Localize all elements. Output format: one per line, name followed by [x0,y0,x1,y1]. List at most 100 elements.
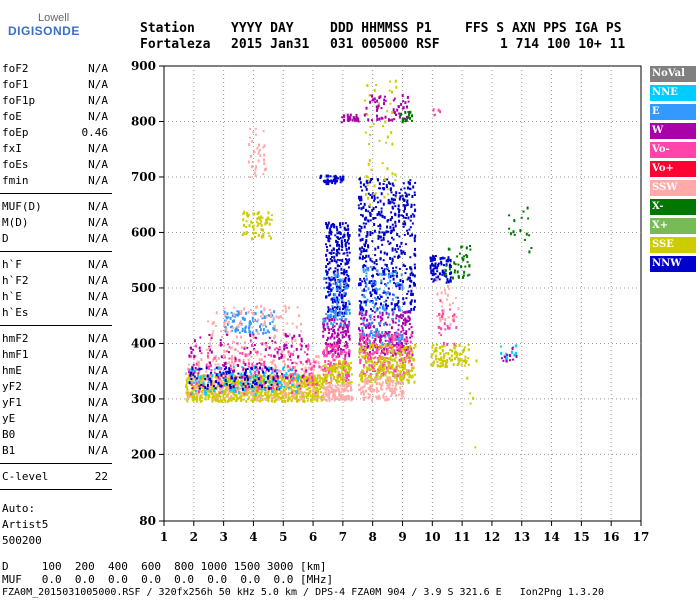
auto-scaling-info: Auto: [2,502,36,515]
echo-point-e [389,279,392,283]
echo-point-x [530,247,533,249]
echo-point-nne [263,372,266,376]
param-label: foE [2,110,22,123]
echo-point-sse [338,360,340,363]
echo-point-sse [252,394,255,398]
echo-point-sse [223,390,226,393]
echo-point-sse [374,379,377,383]
echo-point-sse [439,362,442,365]
echo-point-ssw [252,161,254,164]
echo-point-vo [273,348,276,351]
echo-point-sse [292,379,295,383]
echo-point-w [252,333,255,337]
echo-point-nnw [382,236,385,240]
legend-item-nne: NNE [650,85,696,101]
echo-point-sse [276,395,279,398]
echo-point-ssw [273,325,276,328]
echo-point-nnw [404,207,406,210]
echo-point-sse [333,378,336,380]
echo-point-e [392,311,395,315]
param-separator [0,489,112,490]
echo-point-w [324,317,327,321]
echo-point-vo [387,339,390,342]
echo-point-nnw [189,373,192,377]
echo-point-vo [331,355,334,359]
echo-point-nnw [251,385,254,388]
echo-point-e [365,272,368,275]
echo-point-ssw [212,330,215,333]
echo-point-w [396,349,399,352]
echo-point-x [448,267,451,271]
echo-point-ssw [244,341,246,345]
echo-point-w [356,118,359,122]
echo-point-nne [192,381,195,384]
echo-point-ssw [232,326,235,329]
echo-point-nne [252,390,255,392]
echo-point-ssw [334,394,337,398]
echo-point-nnw [217,381,220,385]
echo-point-nnw [358,207,361,210]
echo-point-sse [391,364,394,368]
echo-point-sse [296,387,299,391]
echo-point-sse [386,188,389,191]
echo-point-vo [299,343,302,346]
echo-point-nnw [410,271,413,275]
echo-point-vo [303,351,306,354]
echo-point-ssw [276,328,278,332]
echo-point-ssw [247,143,250,147]
echo-point-sse [268,234,271,237]
echo-point-sse [367,196,369,200]
echo-point-sse [315,390,318,393]
echo-point-nnw [406,186,409,190]
echo-point-vo [343,361,346,365]
echo-point-sse [247,398,250,401]
echo-point-nnw [358,300,361,303]
echo-point-ssw [394,385,397,389]
echo-point-sse [432,363,435,367]
echo-point-nnw [400,249,403,252]
echo-point-vo [313,364,316,368]
echo-point-w [331,343,333,347]
echo-point-nnw [411,195,414,198]
echo-point-ssw [272,359,275,363]
echo-point-w [237,363,239,367]
echo-point-sse [237,381,239,384]
echo-point-nnw [379,225,382,228]
echo-point-nne [191,392,194,395]
echo-point-sse [390,131,393,135]
echo-point-e [343,291,346,295]
echo-point-nnw [358,228,361,232]
echo-point-sse [308,386,311,389]
echo-point-sse [378,347,381,350]
echo-point-w [329,336,332,340]
echo-point-sse [408,361,410,364]
echo-point-nnw [382,291,385,294]
echo-point-nnw [335,252,338,256]
echo-point-vo [370,357,372,361]
echo-point-nnw [343,294,346,297]
echo-point-nnw [343,278,346,282]
echo-point-w [509,359,511,362]
echo-point-ssw [208,342,211,345]
echo-point-e [398,339,401,343]
echo-point-ssw [296,306,299,309]
echo-point-nnw [398,235,401,238]
echo-point-nnw [336,305,339,308]
echo-point-e [371,336,374,339]
echo-point-vo [327,360,330,363]
echo-point-sse [381,162,384,165]
echo-point-sse [207,395,210,398]
echo-point-ssw [293,393,296,397]
echo-point-e [378,294,381,296]
echo-point-ssw [325,398,328,401]
echo-point-sse [292,389,295,393]
echo-point-nnw [339,259,341,262]
echo-point-nnw [413,252,416,256]
echo-point-ssw [273,374,276,377]
echo-point-w [409,336,412,339]
echo-point-e [400,336,403,340]
echo-point-ssw [320,368,323,372]
echo-point-sse [242,223,245,227]
echo-point-ssw [240,346,243,350]
echo-point-nnw [341,244,344,247]
